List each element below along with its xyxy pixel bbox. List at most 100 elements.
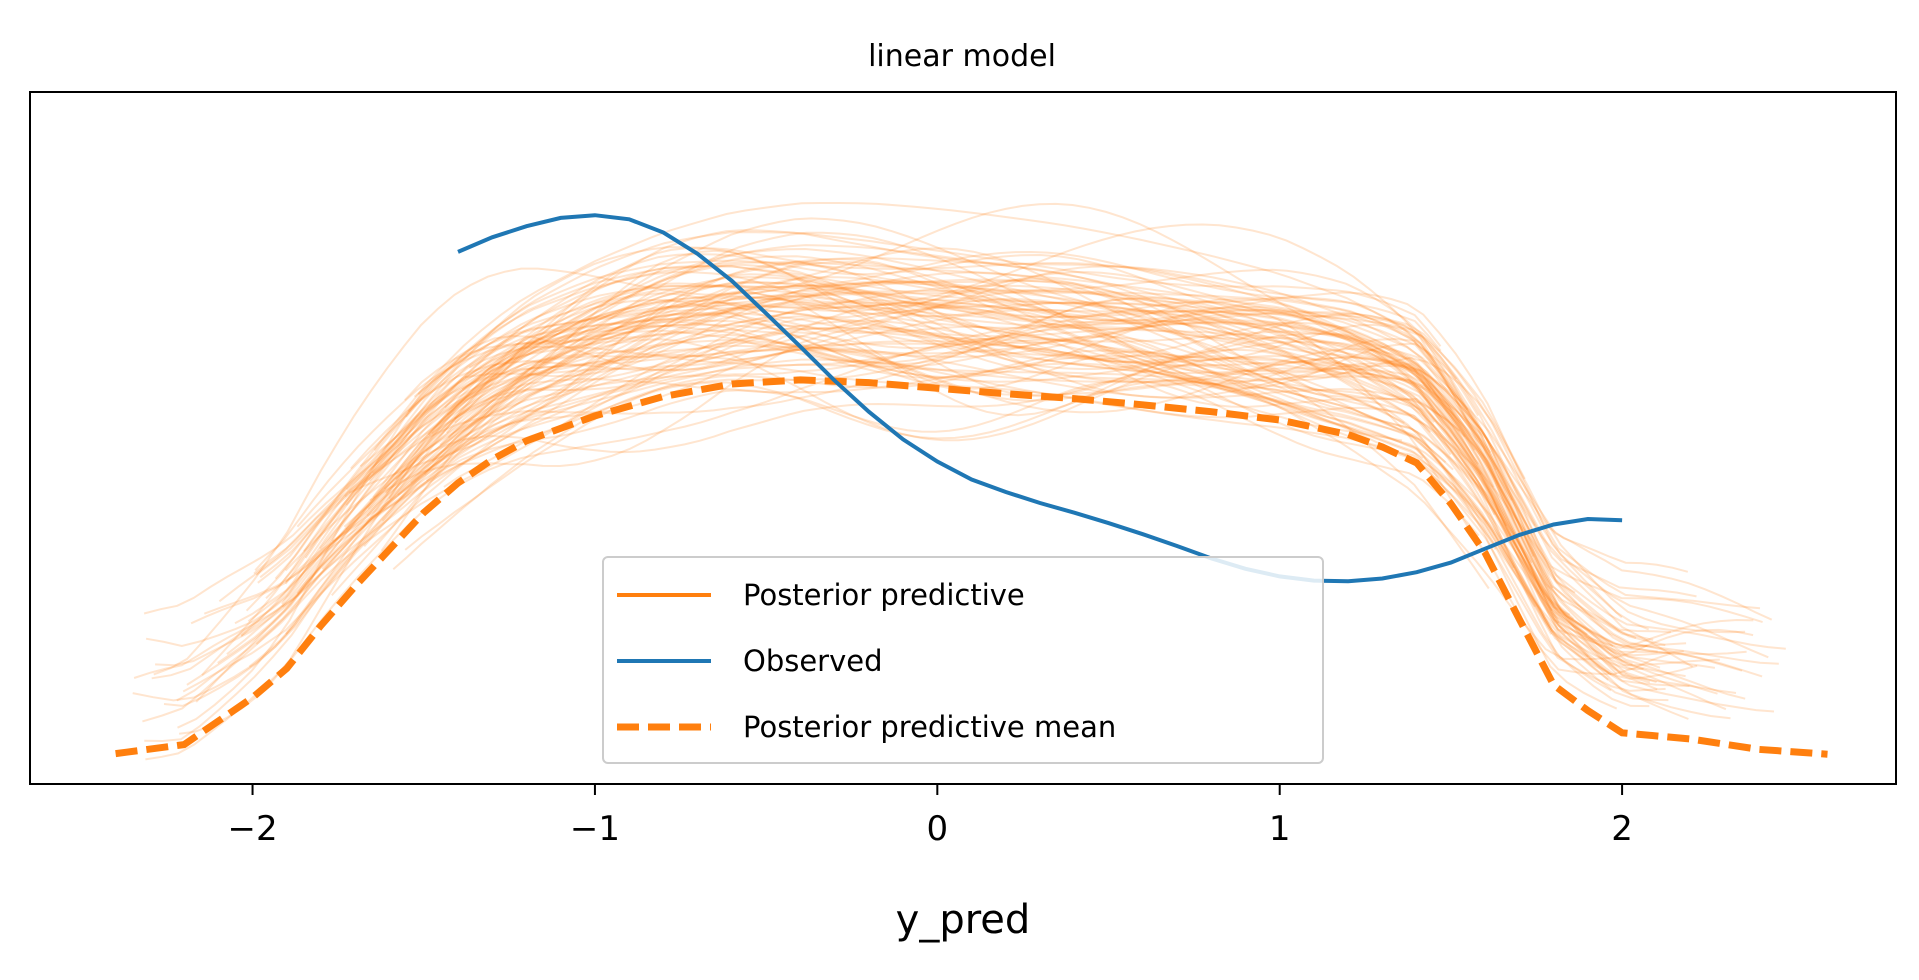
- posterior-predictive-draw: [186, 307, 1567, 686]
- posterior-predictive-draw: [431, 320, 1654, 641]
- posterior-predictive-draw: [345, 320, 1698, 680]
- posterior-predictive-draw: [254, 284, 1432, 571]
- posterior-predictive-draw: [142, 341, 1731, 723]
- posterior-predictive-draw: [388, 315, 1435, 500]
- posterior-predictive-draw: [331, 291, 1496, 543]
- legend-label: Observed: [743, 644, 883, 678]
- chart-title: linear model: [868, 39, 1056, 74]
- posterior-predictive-draw: [345, 276, 1658, 653]
- posterior-predictive-draw: [445, 229, 1689, 573]
- posterior-predictive-draw: [182, 301, 1553, 693]
- posterior-predictive-draw: [443, 299, 1497, 551]
- posterior-predictive-draw: [423, 338, 1612, 676]
- posterior-predictive-draw: [240, 363, 1515, 637]
- posterior-predictive-draw: [367, 281, 1495, 510]
- posterior-predictive-draw: [447, 313, 1718, 695]
- posterior-predictive-draw: [407, 265, 1442, 413]
- posterior-predictive-draw: [409, 294, 1633, 666]
- posterior-predictive-draw: [133, 342, 1403, 679]
- posterior-predictive-draw: [285, 297, 1694, 668]
- posterior-predictive-draw: [218, 253, 1747, 656]
- posterior-predictive-draw: [404, 349, 1727, 711]
- posterior-predictive-draw: [144, 249, 1618, 743]
- posterior-predictive-draw: [372, 324, 1689, 720]
- posterior-predictive-draw: [461, 291, 1716, 669]
- posterior-predictive-draw: [145, 258, 1576, 648]
- posterior-predictive-draw: [248, 311, 1482, 668]
- posterior-predictive-draw: [368, 312, 1513, 501]
- posterior-predictive-draw: [247, 261, 1669, 702]
- posterior-predictive-draw: [153, 202, 1491, 676]
- posterior-predictive-draw: [464, 279, 1461, 432]
- posterior-predictive-draw: [176, 339, 1589, 702]
- posterior-predictive-draw: [155, 275, 1686, 678]
- posterior-predictive-draw: [201, 328, 1666, 676]
- posterior-predictive-draw: [385, 265, 1769, 659]
- posterior-predictive-draw: [255, 318, 1612, 692]
- posterior-predictive-draw: [397, 261, 1661, 669]
- posterior-predictive-draw: [190, 311, 1432, 625]
- posterior-predictive-draw: [348, 273, 1458, 494]
- posterior-predictive-draw: [371, 246, 1554, 589]
- posterior-predictive-draw: [395, 271, 1526, 480]
- posterior-predictive-draw: [240, 271, 1637, 640]
- posterior-predictive-mean-line: [115, 376, 1828, 758]
- posterior-predictive-draw: [373, 260, 1786, 650]
- posterior-predictive-draw: [417, 278, 1553, 612]
- x-tick-label: 0: [927, 809, 949, 849]
- posterior-predictive-draw: [425, 247, 1754, 649]
- posterior-predictive-draw: [427, 255, 1657, 684]
- posterior-predictive-draw: [132, 316, 1763, 702]
- posterior-predictive-mean-series: [115, 376, 1828, 758]
- posterior-predictive-draw: [431, 279, 1507, 527]
- posterior-predictive-draw: [178, 331, 1447, 735]
- posterior-predictive-draw: [281, 296, 1452, 605]
- posterior-predictive-draw: [428, 319, 1720, 667]
- posterior-predictive-draw: [203, 286, 1623, 619]
- posterior-predictive-draw: [359, 217, 1650, 631]
- posterior-predictive-draw: [344, 318, 1648, 648]
- x-tick-label: −1: [570, 809, 620, 849]
- posterior-predictive-draw: [345, 223, 1690, 687]
- posterior-predictive-draw: [321, 358, 1644, 670]
- posterior-predictive-draw: [304, 265, 1671, 634]
- posterior-predictive-draw: [217, 247, 1687, 664]
- posterior-predictive-draw: [296, 363, 1490, 595]
- posterior-predictive-draw: [366, 277, 1651, 684]
- posterior-predictive-draw: [413, 285, 1761, 610]
- x-tick-label: −2: [227, 809, 277, 849]
- posterior-predictive-draw: [234, 303, 1614, 648]
- legend-label: Posterior predictive: [743, 578, 1025, 612]
- legend-label: Posterior predictive mean: [743, 710, 1116, 744]
- posterior-predictive-draw: [257, 259, 1536, 584]
- posterior-predictive-draw: [296, 250, 1575, 620]
- posterior-predictive-draw: [284, 284, 1466, 585]
- posterior-predictive-draw: [444, 294, 1737, 694]
- posterior-predictive-draw: [380, 263, 1535, 558]
- posterior-predictive-draw: [405, 231, 1442, 418]
- posterior-predictive-draw: [303, 256, 1497, 552]
- x-axis-label: y_pred: [896, 897, 1031, 943]
- posterior-predictive-draw: [151, 271, 1697, 680]
- posterior-predictive-draw: [285, 296, 1618, 710]
- posterior-predictive-draw: [383, 247, 1533, 534]
- posterior-predictive-draw: [281, 280, 1480, 608]
- x-tick-label: 1: [1269, 809, 1291, 849]
- posterior-predictive-draw: [454, 362, 1424, 460]
- posterior-predictive-draw: [284, 323, 1571, 616]
- posterior-predictive-draw: [446, 306, 1479, 465]
- legend-box: [602, 556, 1324, 764]
- posterior-predictive-draw: [425, 280, 1476, 482]
- posterior-predictive-draw: [259, 289, 1533, 579]
- posterior-predictive-draw: [177, 300, 1671, 729]
- posterior-predictive-draw: [404, 291, 1746, 634]
- legend: Posterior predictive Observed Posterior pr…: [602, 556, 1324, 764]
- posterior-predictive-draw: [392, 338, 1509, 571]
- posterior-predictive-draw: [319, 303, 1560, 624]
- posterior-predictive-draw: [363, 379, 1480, 547]
- x-tick-label: 2: [1611, 809, 1633, 849]
- posterior-predictive-draw: [226, 338, 1666, 692]
- posterior-predictive-draw: [163, 298, 1650, 708]
- posterior-predictive-draw: [245, 309, 1610, 675]
